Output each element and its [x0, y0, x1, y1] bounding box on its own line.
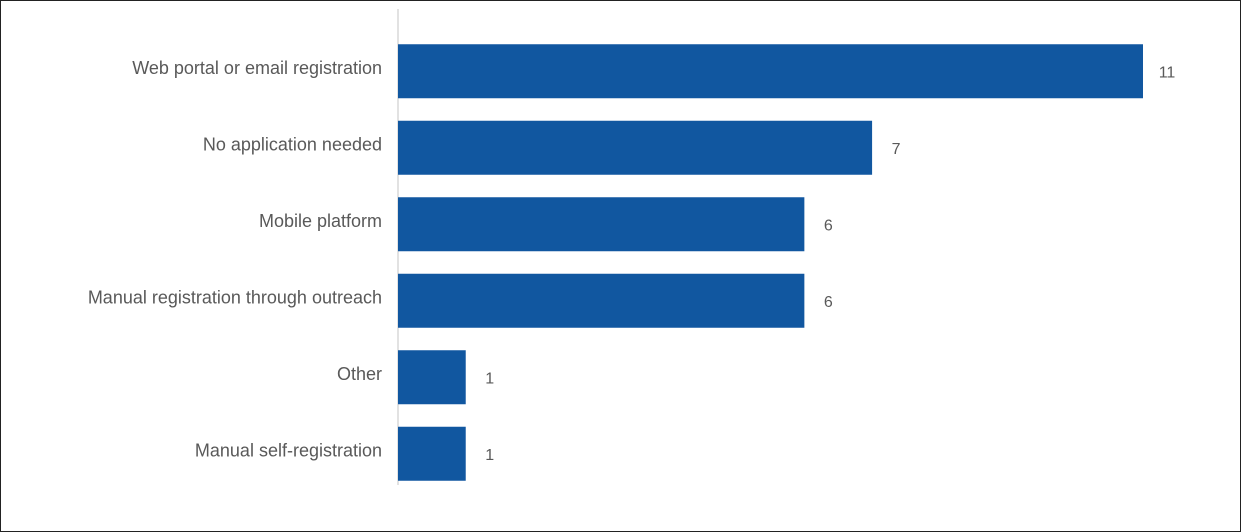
data-label-3: 6 [824, 294, 833, 311]
category-label-5: Manual self-registration [195, 441, 382, 461]
data-label-1: 7 [892, 141, 901, 158]
bars-layer [398, 44, 1143, 481]
data-label-5: 1 [485, 447, 494, 464]
category-label-0: Web portal or email registration [132, 58, 382, 78]
category-labels: Web portal or email registration No appli… [88, 58, 382, 461]
data-label-0: 11 [1159, 64, 1176, 81]
bar-1 [398, 120, 873, 175]
bar-5 [398, 426, 466, 481]
data-label-4: 1 [485, 370, 494, 387]
bar-2 [398, 197, 805, 252]
category-label-3: Manual registration through outreach [88, 288, 382, 308]
category-label-1: No application needed [203, 135, 382, 155]
category-label-4: Other [337, 364, 382, 384]
data-label-2: 6 [824, 217, 833, 234]
bar-3 [398, 273, 805, 328]
bar-0 [398, 44, 1143, 99]
category-label-2: Mobile platform [259, 211, 382, 231]
bar-4 [398, 350, 466, 405]
